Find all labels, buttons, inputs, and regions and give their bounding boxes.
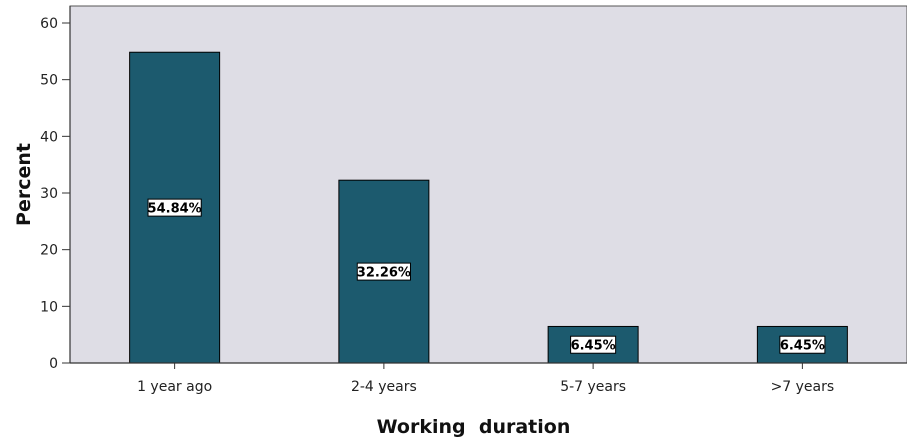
data-label: 54.84%	[148, 202, 202, 217]
x-axis-title: Working duration	[377, 416, 571, 438]
y-tick-label: 10	[40, 299, 58, 315]
y-tick-label: 50	[40, 73, 58, 89]
bars: 54.84% 32.26% 6.45% 6.45%	[129, 51, 848, 364]
y-axis-title: Percent	[13, 143, 35, 226]
x-tick-label: 5-7 years	[560, 379, 626, 395]
data-label-box	[147, 198, 202, 217]
y-tick-label: 20	[40, 243, 58, 259]
x-tick-label: 1 year ago	[137, 379, 212, 395]
y-tick-label: 40	[40, 129, 58, 145]
data-label-box	[356, 262, 411, 281]
y-tick-label: 0	[49, 356, 58, 372]
y-tick-label: 30	[40, 186, 58, 202]
data-label-box	[779, 335, 826, 354]
y-tick-label: 60	[40, 16, 58, 32]
x-tick-label: 2-4 years	[351, 379, 417, 395]
data-label-box	[570, 335, 617, 354]
x-tick-label: >7 years	[771, 379, 835, 395]
data-label: 6.45%	[780, 339, 825, 354]
data-label: 32.26%	[357, 266, 411, 281]
y-axis-ticks: 0 10 20 30 40 50 60	[40, 16, 70, 372]
x-axis-ticks: 1 year ago 2-4 years 5-7 years >7 years	[137, 363, 834, 395]
data-label: 6.45%	[571, 339, 616, 354]
